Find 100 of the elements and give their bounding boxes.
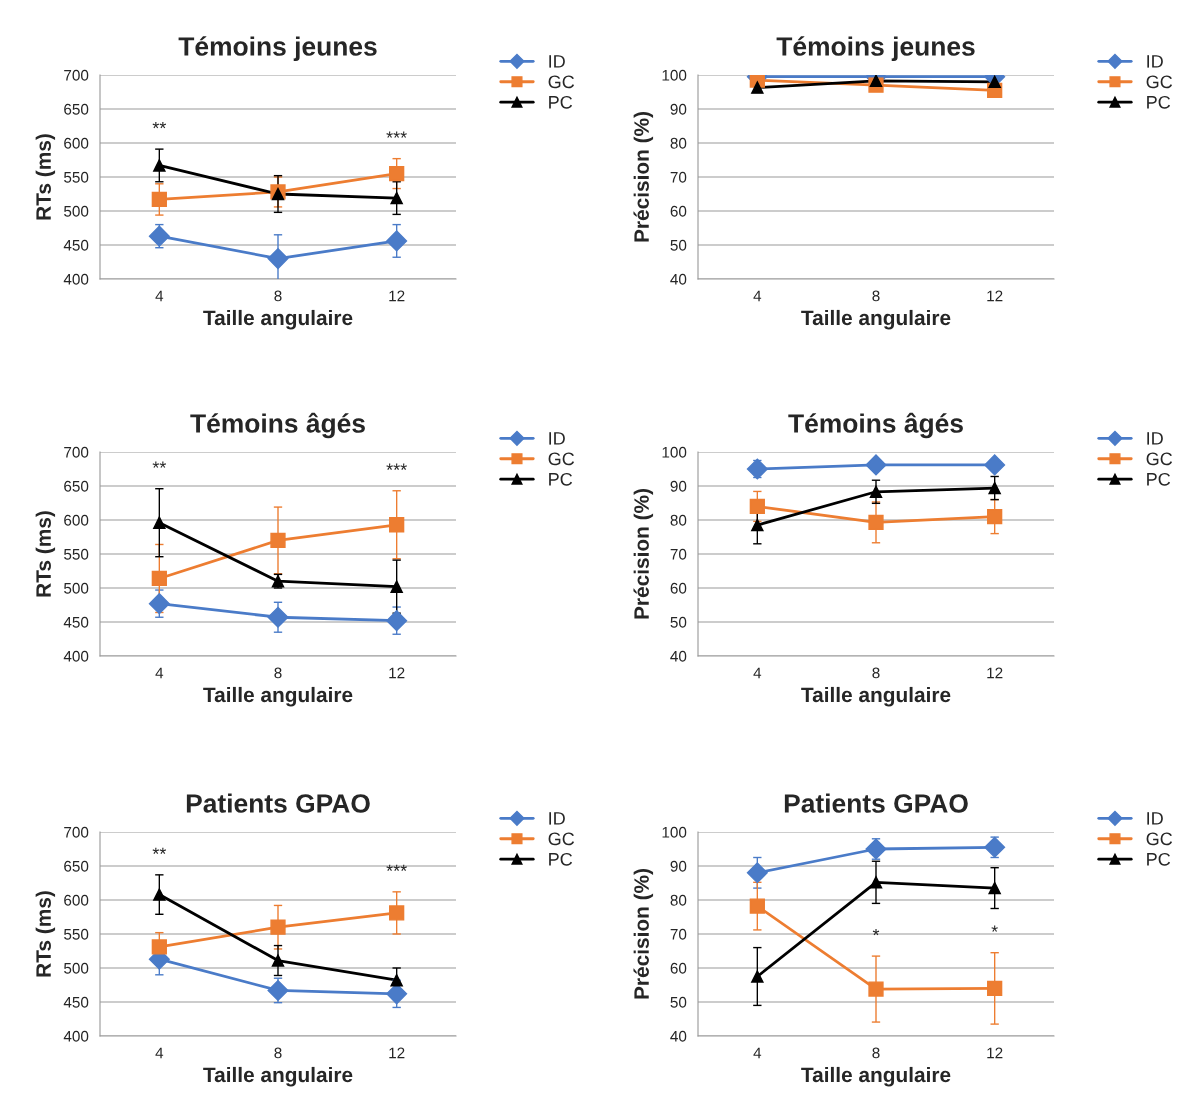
chart-title: Témoins âgés bbox=[788, 412, 963, 439]
y-tick-label: 100 bbox=[662, 446, 687, 458]
point bbox=[389, 517, 405, 533]
point bbox=[988, 881, 1001, 895]
x-tick-label: 4 bbox=[155, 1047, 164, 1059]
chart-title: Patients GPAO bbox=[186, 793, 370, 813]
x-tick-label: 12 bbox=[987, 290, 1003, 302]
y-tick-label: 400 bbox=[63, 1030, 89, 1042]
y-tick-label: 500 bbox=[64, 582, 89, 594]
annotation: ** bbox=[152, 847, 167, 854]
chart-title: Témoins âgés bbox=[190, 412, 365, 439]
point bbox=[751, 518, 764, 532]
point bbox=[153, 516, 166, 529]
x-tick-label: 8 bbox=[274, 1047, 282, 1059]
y-tick-label: 550 bbox=[64, 928, 89, 940]
legend-label: ID bbox=[1147, 812, 1163, 825]
x-tick-label: 8 bbox=[872, 290, 880, 302]
x-tick-label: 4 bbox=[753, 1047, 762, 1059]
x-axis-title: Taille angulaire bbox=[801, 1066, 951, 1087]
y-tick-label: 650 bbox=[64, 103, 89, 115]
y-tick-label: 60 bbox=[670, 962, 687, 974]
y-tick-label: 500 bbox=[64, 962, 89, 974]
point bbox=[267, 979, 289, 1001]
legend-label: PC bbox=[549, 95, 573, 109]
y-tick-label: 400 bbox=[63, 650, 89, 662]
y-tick-label: 450 bbox=[63, 239, 89, 251]
y-tick-label: 60 bbox=[670, 205, 687, 217]
y-tick-label: 500 bbox=[64, 205, 89, 217]
y-tick-label: 550 bbox=[64, 548, 89, 560]
legend-label: GC bbox=[1146, 75, 1173, 89]
legend-label: PC bbox=[1147, 95, 1171, 109]
point bbox=[865, 454, 887, 476]
point bbox=[389, 905, 405, 921]
point bbox=[151, 570, 167, 587]
point bbox=[865, 838, 887, 860]
annotation: *** bbox=[386, 463, 407, 470]
point bbox=[390, 973, 403, 987]
x-axis-title: Taille angulaire bbox=[801, 686, 951, 707]
point bbox=[869, 485, 883, 499]
point bbox=[153, 159, 166, 172]
annotation: * bbox=[991, 925, 998, 932]
legend-label: ID bbox=[549, 432, 565, 445]
legend-label: ID bbox=[1147, 432, 1163, 445]
y-tick-label: 80 bbox=[670, 894, 687, 906]
y-tick-label: 70 bbox=[670, 548, 687, 560]
point bbox=[390, 191, 403, 205]
y-tick-label: 700 bbox=[64, 446, 89, 458]
y-tick-label: 40 bbox=[670, 650, 687, 662]
legend-label: GC bbox=[1146, 452, 1173, 466]
y-tick-label: 60 bbox=[670, 582, 687, 594]
x-tick-label: 8 bbox=[274, 667, 282, 679]
point bbox=[148, 225, 170, 247]
annotation: ** bbox=[152, 121, 167, 129]
point bbox=[987, 980, 1003, 997]
legend-label: GC bbox=[548, 452, 575, 466]
y-axis-title: RTs (ms) bbox=[35, 134, 56, 220]
x-tick-label: 8 bbox=[872, 667, 880, 679]
y-tick-label: 40 bbox=[670, 1030, 687, 1042]
y-tick-label: 50 bbox=[670, 239, 687, 251]
y-tick-label: 50 bbox=[670, 996, 687, 1008]
point bbox=[270, 532, 286, 549]
point bbox=[749, 898, 765, 914]
point bbox=[386, 983, 408, 1005]
y-tick-label: 600 bbox=[64, 137, 89, 149]
legend-label: ID bbox=[549, 812, 565, 825]
y-axis-title: Précision (%) bbox=[633, 112, 654, 242]
y-tick-label: 80 bbox=[670, 137, 687, 149]
legend-label: PC bbox=[549, 472, 573, 486]
y-axis-title: Précision (%) bbox=[633, 869, 654, 999]
y-tick-label: 700 bbox=[64, 69, 89, 81]
y-tick-label: 600 bbox=[64, 514, 89, 526]
y-tick-label: 100 bbox=[662, 69, 687, 81]
y-tick-label: 450 bbox=[63, 616, 89, 628]
x-tick-label: 12 bbox=[389, 290, 405, 302]
point bbox=[151, 939, 167, 955]
point bbox=[751, 970, 764, 983]
point bbox=[988, 481, 1001, 495]
point bbox=[869, 876, 883, 889]
y-tick-label: 400 bbox=[63, 273, 89, 285]
annotation: * bbox=[872, 928, 880, 936]
x-axis-title: Taille angulaire bbox=[203, 686, 353, 707]
y-tick-label: 700 bbox=[64, 826, 89, 838]
point bbox=[390, 580, 403, 593]
x-tick-label: 12 bbox=[987, 667, 1003, 679]
point bbox=[151, 191, 167, 208]
point bbox=[984, 836, 1006, 858]
legend-label: PC bbox=[1147, 852, 1171, 866]
y-tick-label: 100 bbox=[662, 826, 687, 838]
legend-label: ID bbox=[1147, 55, 1163, 68]
legend-label: GC bbox=[548, 75, 575, 89]
y-tick-label: 40 bbox=[670, 273, 687, 285]
x-tick-label: 12 bbox=[987, 1047, 1003, 1059]
point bbox=[148, 593, 170, 615]
y-tick-label: 70 bbox=[670, 171, 687, 183]
y-tick-label: 450 bbox=[63, 996, 89, 1008]
point bbox=[267, 248, 289, 270]
y-tick-label: 550 bbox=[64, 171, 89, 183]
point bbox=[868, 981, 884, 997]
legend-label: PC bbox=[1147, 472, 1171, 486]
x-tick-label: 8 bbox=[872, 1047, 880, 1059]
